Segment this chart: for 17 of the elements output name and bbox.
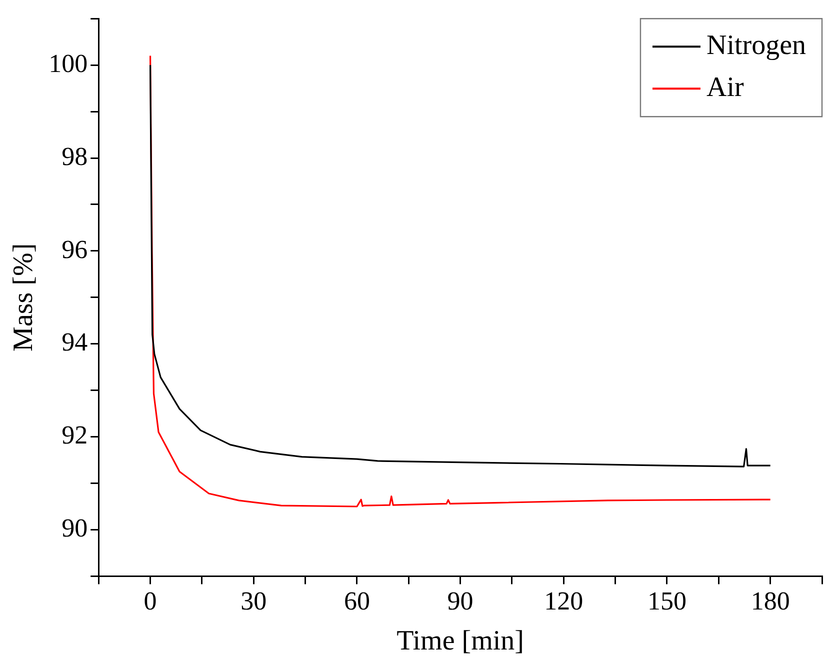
x-tick-label: 90 bbox=[447, 586, 474, 616]
legend-label: Nitrogen bbox=[706, 30, 806, 61]
x-tick-label: 180 bbox=[750, 586, 790, 616]
x-tick-label: 30 bbox=[240, 586, 267, 616]
x-tick-label: 60 bbox=[344, 586, 370, 616]
x-tick-label: 150 bbox=[647, 586, 686, 616]
y-tick-label: 94 bbox=[62, 328, 88, 357]
y-tick-label: 96 bbox=[62, 234, 88, 264]
x-tick-label: 0 bbox=[144, 586, 157, 616]
y-tick-label: 98 bbox=[62, 142, 88, 171]
x-axis-title: Time [min] bbox=[396, 626, 524, 657]
legend-label: Air bbox=[706, 72, 744, 103]
x-tick-label: 120 bbox=[544, 586, 584, 616]
y-tick-label: 90 bbox=[62, 514, 88, 543]
y-tick-label: 92 bbox=[62, 420, 88, 450]
y-tick-label: 100 bbox=[48, 48, 88, 78]
y-axis-title: Mass [%] bbox=[8, 243, 40, 352]
